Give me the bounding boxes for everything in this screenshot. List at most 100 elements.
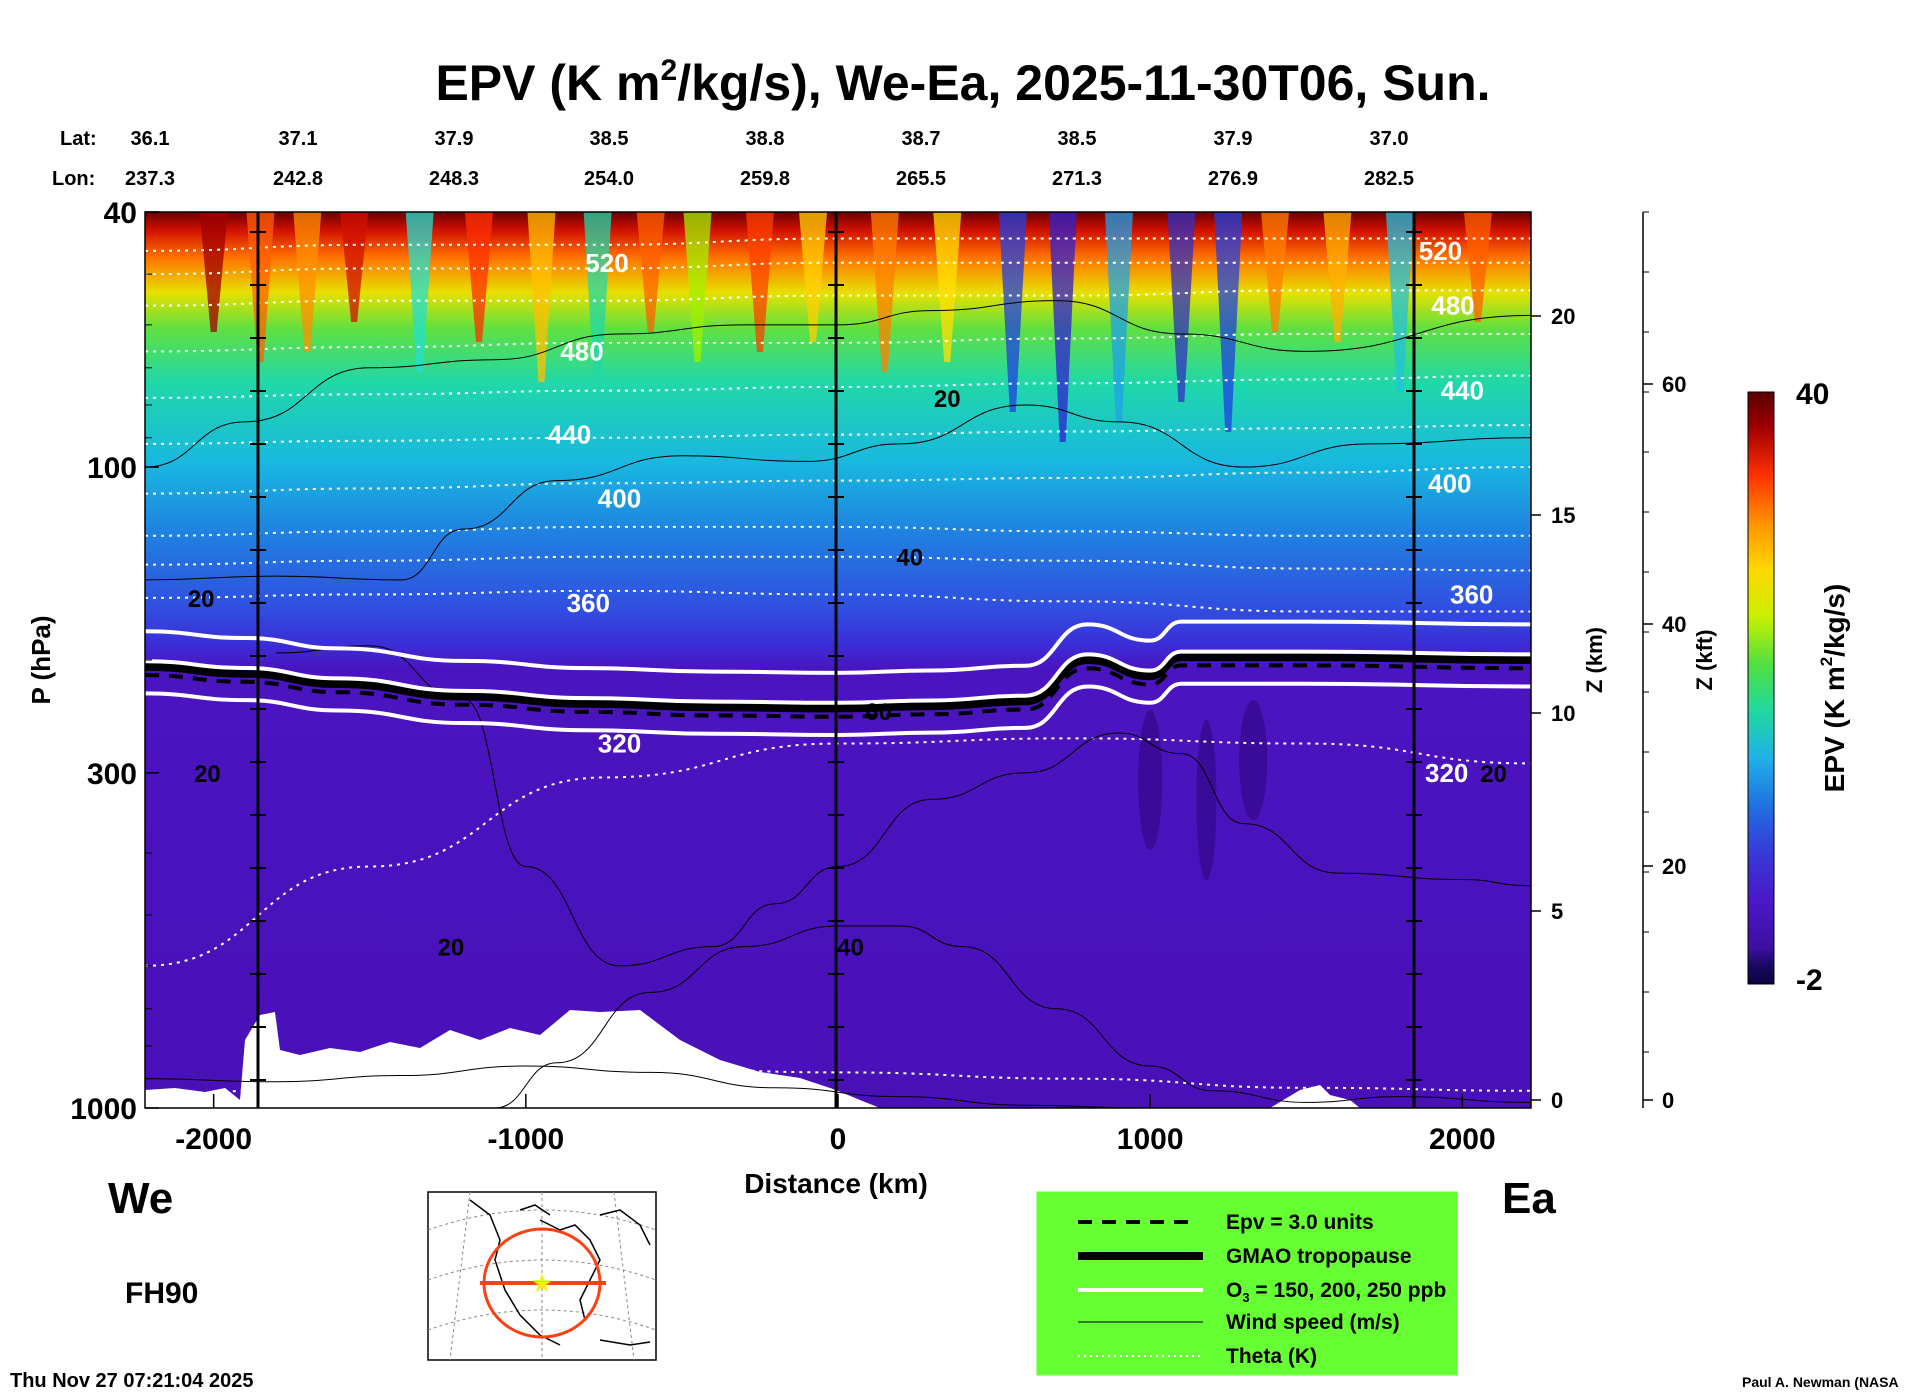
theta-label: 320 (598, 729, 641, 759)
lat-value: 37.9 (1214, 128, 1253, 150)
lon-value: 276.9 (1208, 168, 1258, 190)
x-tick-label: -1000 (487, 1123, 564, 1156)
epv-streak (1048, 212, 1077, 442)
y-tick-label: 40 (104, 197, 137, 230)
lon-value: 237.3 (125, 168, 175, 190)
wind-contour (145, 1065, 1151, 1108)
theta-contour-280 (145, 1065, 1531, 1098)
legend: Epv = 3.0 units GMAO tropopause O3 = 150… (1036, 1191, 1458, 1376)
z-km-tick-label: 5 (1551, 899, 1563, 924)
theta-contour-360 (145, 589, 1531, 613)
wind-label: 20 (438, 935, 465, 962)
epv-3-unit-line (145, 663, 1531, 719)
epv-streak (340, 212, 369, 322)
lat-value: 38.5 (1058, 128, 1097, 150)
epv-streak (465, 212, 494, 342)
lat-value: 37.1 (279, 128, 318, 150)
lon-value: 282.5 (1364, 168, 1414, 190)
locator-map: ★ (427, 1191, 657, 1361)
coastline (469, 1199, 651, 1346)
epv-blob (1239, 700, 1268, 820)
legend-ozone: O3 = 150, 200, 250 ppb (1226, 1279, 1446, 1305)
epv-blob (1138, 710, 1163, 850)
theta-label: 320 (1425, 758, 1468, 788)
epv-streak (527, 212, 556, 382)
lat-value: 37.9 (435, 128, 474, 150)
center-star-icon: ★ (530, 1268, 553, 1298)
x-tick-label: -2000 (175, 1123, 252, 1156)
x-tick-label: 0 (830, 1123, 847, 1156)
theta-contour (145, 555, 1531, 572)
theta-label: 520 (585, 248, 628, 278)
z-km-tick-label: 15 (1551, 503, 1575, 528)
x-tick-label: 2000 (1429, 1123, 1496, 1156)
wind-label: 20 (934, 386, 961, 413)
lon-value: 242.8 (273, 168, 323, 190)
wind-label: 40 (837, 935, 864, 962)
theta-label: 360 (1450, 579, 1493, 609)
theta-label: 360 (567, 588, 610, 618)
wind-label: 20 (194, 761, 221, 788)
wind-label: 60 (865, 699, 892, 726)
epv-streaks (199, 212, 1492, 880)
epv-streak (1323, 212, 1352, 342)
ozone-contour (145, 619, 1531, 675)
theta-label: 440 (1441, 376, 1484, 406)
z-kft-axis: 60 40 20 0 (1642, 211, 1686, 1113)
y-tick-label: 300 (87, 758, 137, 791)
z-kft-label: Z (kft) (1692, 629, 1717, 690)
epv-streak (636, 212, 665, 332)
credit: Paul A. Newman (NASA (1742, 1374, 1899, 1390)
epv-streak (1385, 212, 1414, 392)
z-km-label: Z (km) (1582, 627, 1607, 693)
epv-streak (870, 212, 899, 372)
wind-label: 20 (1480, 761, 1507, 788)
epv-streak (293, 212, 322, 352)
colorbar: 40 -2 EPV (K m2/kg/s) (1747, 378, 1850, 997)
lat-value: 38.7 (902, 128, 941, 150)
theta-contours (145, 237, 1531, 1098)
theta-contour (145, 424, 1531, 445)
forecast-hour: FH90 (125, 1277, 198, 1310)
wind-contours (145, 300, 1531, 1108)
lon-value: 259.8 (740, 168, 790, 190)
lat-value: 37.0 (1370, 128, 1409, 150)
wind-label: 40 (896, 545, 923, 572)
wind-label: 20 (1037, 1111, 1064, 1138)
theta-contour-400 (145, 466, 1531, 495)
lat-value: 38.5 (590, 128, 629, 150)
lon-label: Lon: (52, 168, 95, 190)
epv-streak (933, 212, 962, 362)
colorbar-max: 40 (1796, 378, 1829, 411)
y-tick-label: 1000 (70, 1093, 137, 1126)
theta-label: 520 (1419, 236, 1462, 266)
epv-streak (745, 212, 774, 352)
theta-contour (145, 525, 1531, 537)
legend-theta: Theta (K) (1226, 1345, 1317, 1368)
colorbar-min: -2 (1796, 964, 1823, 997)
epv-streak (799, 212, 828, 342)
legend-wind: Wind speed (m/s) (1226, 1311, 1400, 1334)
z-km-tick-label: 20 (1551, 304, 1575, 329)
tropopause-lines (145, 619, 1531, 737)
epv-streak (1463, 212, 1492, 322)
z-km-tick-label: 10 (1551, 701, 1575, 726)
lon-value: 254.0 (584, 168, 634, 190)
theta-contour-440 (145, 374, 1531, 399)
lat-value: 38.8 (746, 128, 785, 150)
wind-contour (145, 404, 1531, 581)
lat-lon-header: Lat: Lon: 36.1 37.1 37.9 38.5 38.8 38.7 38.5 37… (52, 128, 1414, 190)
theta-contour (145, 332, 1531, 353)
lon-value: 265.5 (896, 168, 946, 190)
distance-axis: -2000 -1000 0 1000 2000 (175, 1094, 1496, 1156)
z-kft-tick-label: 20 (1662, 854, 1686, 879)
epv-streak (1167, 212, 1196, 402)
z-kft-tick-label: 0 (1662, 1088, 1674, 1113)
epv-streak (1261, 212, 1290, 332)
timestamp: Thu Nov 27 07:21:04 2025 (10, 1370, 253, 1392)
colorbar-label: EPV (K m2/kg/s) (1817, 584, 1850, 793)
epv-streak (405, 212, 434, 372)
epv-streak (683, 212, 712, 362)
